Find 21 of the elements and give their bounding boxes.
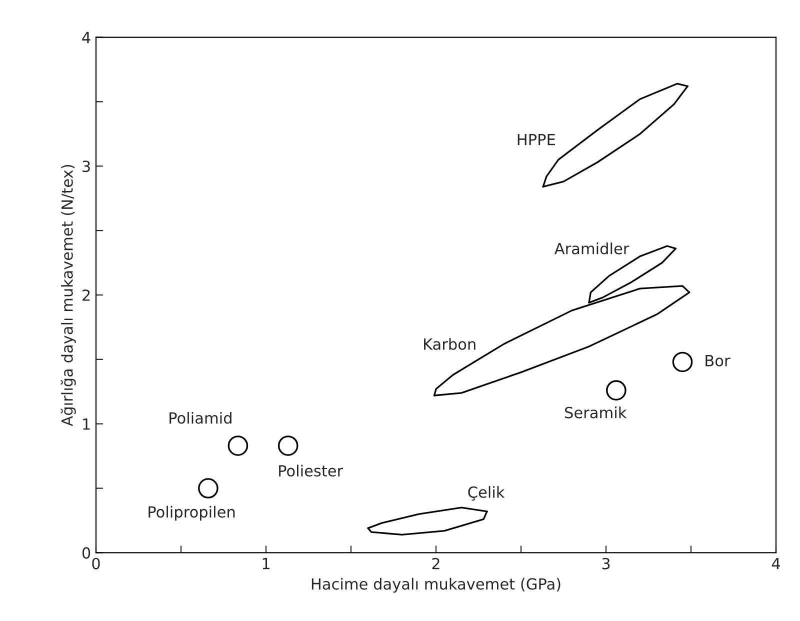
- series-label: Karbon: [424, 338, 476, 350]
- x-axis-title: Hacime dayalı mukavemet (GPa): [312, 578, 560, 593]
- y-tick-label: 1: [83, 418, 90, 430]
- series-label: Poliamid: [170, 412, 232, 424]
- series-label: HPPE: [518, 134, 555, 146]
- series-label: Polipropilen: [148, 506, 235, 521]
- x-tick-label: 0: [92, 558, 100, 570]
- y-axis-title: Ağırlığa dayalı mukavemet (N/tex): [60, 164, 76, 426]
- y-tick-label: 0: [82, 547, 90, 559]
- x-tick-label: 4: [772, 558, 780, 570]
- x-tick-label: 2: [432, 558, 440, 570]
- series-label: Aramidler: [554, 242, 630, 254]
- series-label: Bor: [706, 355, 730, 366]
- series-label: Seramik: [565, 406, 627, 418]
- x-tick-label: 3: [602, 558, 610, 570]
- y-tick-label: 3: [82, 160, 90, 172]
- series-label: Çelik: [468, 486, 505, 501]
- series-label: Poliester: [279, 464, 344, 477]
- y-tick-label: 4: [82, 32, 90, 44]
- y-tick-label: 2: [82, 289, 90, 301]
- x-tick-label: 1: [262, 558, 270, 570]
